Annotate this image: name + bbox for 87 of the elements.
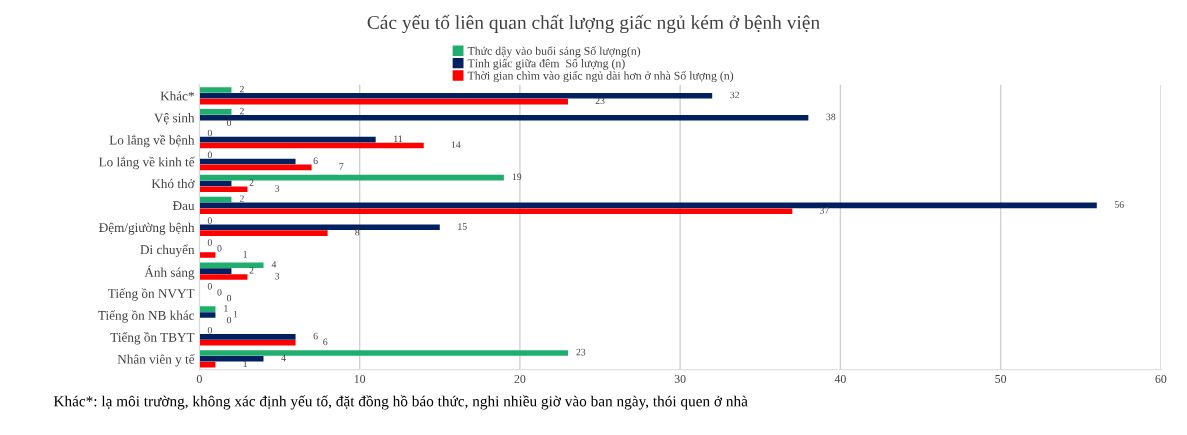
bar (199, 93, 713, 99)
y-tick-label: Nhân viên y tế (117, 354, 195, 367)
bar (199, 252, 216, 258)
legend-label: Tỉnh giấc giữa đêm Số lượng (n) (467, 58, 625, 70)
data-label: 15 (458, 223, 467, 230)
bar (199, 109, 232, 115)
data-label: 2 (249, 179, 254, 186)
y-tick-label: Tiếng ồn TBYT (110, 332, 195, 345)
x-tick-label: 10 (354, 374, 366, 383)
data-label: 19 (512, 173, 522, 181)
data-label: 0 (207, 129, 212, 137)
x-tick-label: 20 (514, 374, 526, 383)
data-label: 0 (207, 239, 212, 246)
legend-label: Thức dậy vào buổi sáng Số lượng(n) (467, 46, 641, 58)
bar (199, 208, 793, 214)
data-label: 0 (207, 283, 212, 290)
x-tick-label: 0 (196, 374, 202, 383)
data-label: 0 (227, 294, 232, 302)
data-label: 32 (730, 91, 740, 99)
y-tick-label: Khó thở (151, 178, 195, 189)
bar (199, 158, 296, 165)
data-label: 2 (239, 195, 244, 202)
x-tick-label: 60 (1155, 374, 1167, 383)
data-label: 38 (826, 113, 836, 121)
y-tick-label: Lo lắng về bệnh (109, 134, 195, 148)
data-label: 2 (249, 267, 254, 274)
bar (199, 114, 809, 121)
y-tick-label: Lo lắng về kinh tế (98, 156, 195, 170)
x-tick-label: 30 (674, 374, 686, 383)
text: Khác*: lạ môi trường, không xác định yếu tố, đặt đồng hồ báo thức, nghi nhiều giờ vào ban ngày, thói quen ở nhà (53, 395, 748, 410)
legend-label: Thời gian chìm vào giấc ngủ dài hơn ở nhà Số lượng (n) (467, 71, 734, 83)
y-tick-label: Đau (172, 201, 195, 211)
data-label: 2 (239, 85, 244, 93)
data-label: 1 (243, 250, 247, 258)
bar (199, 224, 440, 231)
bar (199, 312, 216, 318)
data-label: 3 (275, 185, 280, 192)
bar (199, 202, 1097, 209)
data-label: 4 (281, 354, 286, 362)
data-label: 0 (227, 119, 232, 126)
data-label: 7 (339, 163, 344, 170)
data-label: 0 (207, 217, 212, 224)
y-tick-label: Ánh sáng (144, 265, 195, 280)
bar (199, 142, 424, 149)
bar (199, 339, 296, 346)
bar (199, 350, 568, 356)
bar (199, 164, 312, 171)
bar (199, 136, 376, 143)
y-tick-label: Đệm/giường bệnh (99, 222, 195, 235)
data-label: 23 (595, 97, 605, 105)
data-label: 6 (313, 157, 318, 164)
data-label: 3 (275, 272, 280, 280)
data-label: 1 (243, 360, 247, 367)
bar (199, 356, 264, 362)
data-label: 8 (355, 229, 360, 236)
bar (199, 306, 216, 312)
data-label: 6 (323, 338, 328, 346)
data-label: 37 (820, 207, 830, 214)
x-tick-label: 40 (834, 374, 846, 383)
data-label: 1 (224, 305, 228, 312)
y-tick-label: Di chuyển (140, 244, 195, 257)
data-label: 1 (233, 310, 238, 318)
y-tick-label: Vệ sinh (154, 113, 195, 125)
data-label: 56 (1114, 201, 1124, 208)
data-label: 14 (451, 141, 461, 148)
data-label: 11 (394, 135, 403, 142)
chart-title: Các yếu tố liên quan chất lượng giấc ngủ kém ở bệnh viện (367, 14, 820, 34)
bar (199, 274, 248, 280)
data-label: 0 (227, 316, 232, 324)
y-tick-label: Tiếng ồn NVYT (108, 288, 195, 301)
bar (199, 268, 232, 274)
data-label: 0 (207, 151, 212, 159)
data-label: 23 (576, 348, 586, 356)
data-label: 0 (217, 288, 222, 296)
data-label: 0 (217, 245, 222, 252)
data-label: 0 (207, 326, 212, 334)
bar (199, 87, 232, 93)
bar (199, 98, 568, 105)
y-tick-label: Khác* (160, 91, 194, 101)
bar (199, 334, 296, 340)
x-tick-label: 50 (995, 374, 1007, 383)
bar (199, 230, 328, 236)
data-label: 6 (313, 332, 318, 340)
data-label: 2 (239, 107, 244, 115)
data-label: 4 (271, 261, 277, 268)
bar (199, 174, 504, 181)
y-tick-label: Tiếng ồn NB khác (98, 310, 195, 323)
